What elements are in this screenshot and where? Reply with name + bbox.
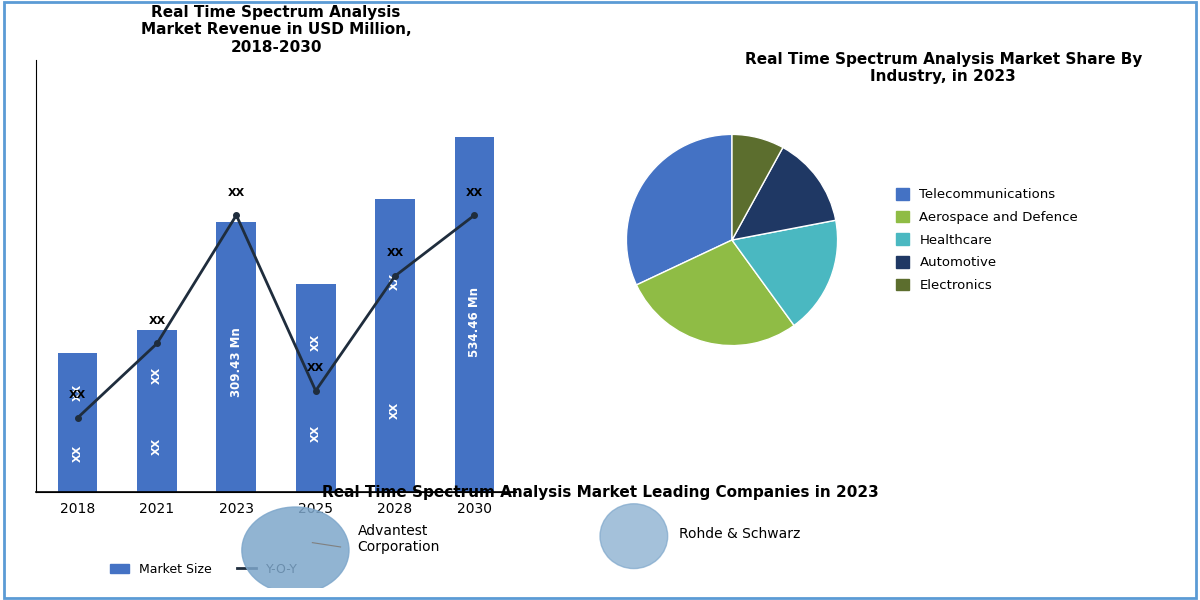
Bar	[137, 330, 176, 492]
Text: XX: XX	[73, 383, 83, 401]
Wedge shape	[732, 220, 838, 325]
Legend: Telecommunications, Aerospace and Defence, Healthcare, Automotive, Electronics: Telecommunications, Aerospace and Defenc…	[892, 184, 1082, 296]
Text: XX: XX	[390, 401, 400, 419]
Title: Real Time Spectrum Analysis
Market Revenue in USD Million,
2018-2030: Real Time Spectrum Analysis Market Reven…	[140, 5, 412, 55]
Text: XX: XX	[307, 363, 324, 373]
Wedge shape	[626, 134, 732, 285]
Text: XX: XX	[386, 248, 403, 259]
Text: XX: XX	[466, 188, 482, 197]
Text: XX: XX	[73, 445, 83, 462]
Text: Real Time Spectrum Analysis Market Leading Companies in 2023: Real Time Spectrum Analysis Market Leadi…	[322, 485, 878, 500]
Text: Rohde & Schwarz: Rohde & Schwarz	[679, 527, 800, 541]
Text: 309.43 Mn: 309.43 Mn	[230, 328, 242, 397]
Text: XX: XX	[152, 367, 162, 384]
Text: XX: XX	[311, 425, 320, 442]
Ellipse shape	[242, 507, 349, 593]
Ellipse shape	[600, 504, 667, 569]
Bar	[58, 353, 97, 492]
Bar	[376, 199, 415, 492]
Bar	[296, 284, 336, 492]
Wedge shape	[732, 134, 782, 240]
Bar	[216, 222, 256, 492]
Text: XX: XX	[390, 272, 400, 290]
Text: XX: XX	[311, 334, 320, 350]
Text: 534.46 Mn: 534.46 Mn	[468, 287, 481, 356]
Text: XX: XX	[228, 188, 245, 197]
Text: XX: XX	[149, 316, 166, 326]
Wedge shape	[732, 148, 835, 240]
Wedge shape	[636, 240, 794, 346]
Title: Real Time Spectrum Analysis Market Share By
Industry, in 2023: Real Time Spectrum Analysis Market Share…	[744, 52, 1142, 84]
Text: XX: XX	[152, 438, 162, 455]
Bar	[455, 137, 494, 492]
Legend: Market Size, Y-O-Y: Market Size, Y-O-Y	[106, 558, 302, 581]
Text: XX: XX	[70, 390, 86, 400]
Text: Advantest
Corporation: Advantest Corporation	[358, 524, 440, 554]
